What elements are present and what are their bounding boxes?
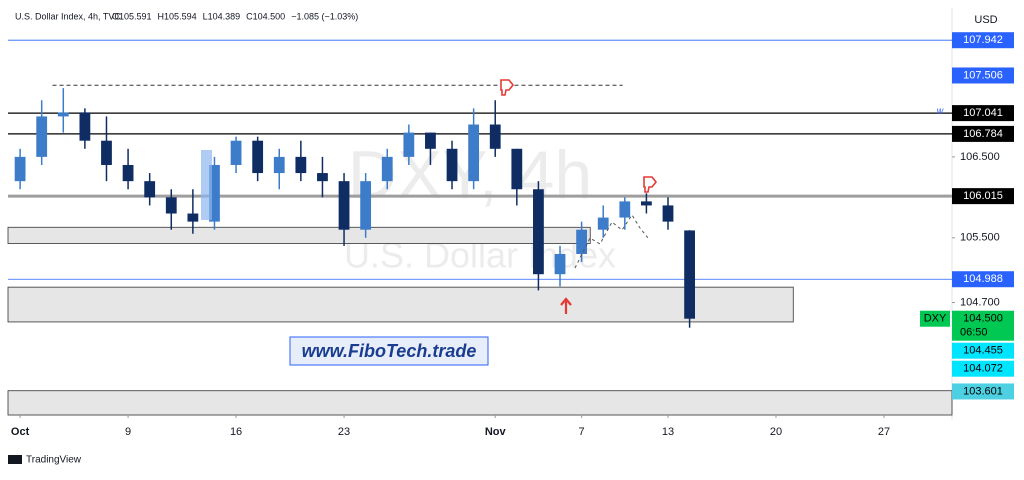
header-stats: O105.591 H105.594 L104.389 C104.500 −1.085 (… bbox=[112, 11, 358, 21]
y-tick-label: 105.500 bbox=[960, 232, 1000, 244]
candle-body bbox=[252, 140, 264, 174]
candle-body bbox=[489, 124, 501, 149]
candle-body bbox=[403, 132, 415, 157]
price-label-box bbox=[952, 360, 1014, 377]
logo-mark bbox=[8, 455, 22, 464]
symbol-tag: DXY bbox=[924, 313, 947, 325]
price-label: 104.455 bbox=[963, 345, 1003, 357]
candle-body bbox=[230, 140, 242, 165]
price-label-box bbox=[952, 67, 1014, 84]
x-tick-label: 9 bbox=[125, 426, 131, 438]
x-tick-label: 20 bbox=[770, 426, 782, 438]
banner: www.FiboTech.trade bbox=[302, 341, 477, 361]
candle-body bbox=[57, 112, 69, 117]
candle-body bbox=[36, 116, 48, 157]
line-marker: w bbox=[937, 105, 944, 115]
x-tick-label: 7 bbox=[579, 426, 585, 438]
sell-hand-icon bbox=[643, 176, 658, 193]
countdown: 06:50 bbox=[960, 327, 988, 339]
candle-body bbox=[144, 181, 156, 198]
price-label-box bbox=[952, 271, 1014, 288]
price-label: 106.015 bbox=[963, 190, 1003, 202]
x-tick-label: 16 bbox=[230, 426, 242, 438]
header-stat: L104.389 bbox=[203, 11, 241, 21]
price-label: 104.500 bbox=[963, 313, 1003, 325]
candle-body bbox=[165, 197, 177, 214]
candle-body bbox=[597, 217, 609, 230]
header-name: U.S. Dollar Index, 4h, TVC bbox=[15, 11, 121, 21]
brand-logo bbox=[8, 455, 22, 464]
candle-body bbox=[295, 156, 307, 174]
candle-body bbox=[468, 124, 480, 182]
currency-box bbox=[952, 8, 1024, 32]
price-label: 107.041 bbox=[963, 107, 1003, 119]
price-label: 104.072 bbox=[963, 363, 1003, 375]
candle-body bbox=[641, 201, 652, 206]
x-tick-label: Nov bbox=[485, 426, 507, 438]
candle-body bbox=[273, 156, 285, 174]
y-tick-label: 104.700 bbox=[960, 296, 1000, 308]
candle-body bbox=[360, 181, 372, 230]
candle-body bbox=[533, 189, 544, 275]
header-stat: −1.085 (−1.03%) bbox=[291, 11, 358, 21]
x-tick-label: Oct bbox=[11, 426, 30, 438]
sell-hand-icon bbox=[500, 79, 515, 96]
candle-body bbox=[209, 164, 220, 222]
zone bbox=[7, 390, 953, 416]
x-tick-label: 27 bbox=[878, 426, 890, 438]
candle-body bbox=[122, 164, 134, 182]
candle-body bbox=[317, 173, 328, 182]
zone bbox=[7, 226, 591, 244]
symbol-tag-box bbox=[920, 310, 950, 327]
price-label: 106.784 bbox=[963, 128, 1003, 140]
candle-body bbox=[14, 156, 26, 182]
price-label-box bbox=[952, 342, 1014, 359]
candle-body bbox=[381, 156, 393, 182]
candle-body bbox=[619, 201, 631, 218]
candle-body bbox=[425, 132, 436, 149]
price-label: 107.942 bbox=[963, 34, 1003, 46]
x-tick-label: 13 bbox=[662, 426, 674, 438]
price-label-box bbox=[952, 188, 1014, 205]
candle-body bbox=[684, 230, 695, 319]
plot-area bbox=[7, 39, 953, 416]
price-label-box bbox=[952, 105, 1014, 122]
currency: USD bbox=[974, 14, 997, 26]
highlight-box bbox=[201, 150, 212, 220]
price-label-box bbox=[952, 32, 1014, 49]
candle-body bbox=[576, 229, 588, 254]
x-tick-label: 23 bbox=[338, 426, 350, 438]
y-tick-label: 106.500 bbox=[960, 151, 1000, 163]
banner-box bbox=[289, 336, 489, 366]
candle-body bbox=[187, 213, 199, 222]
price-label: 107.506 bbox=[963, 69, 1003, 81]
price-label-box bbox=[952, 125, 1014, 142]
candle-body bbox=[554, 253, 566, 275]
candle-body bbox=[662, 205, 674, 222]
price-label: 103.601 bbox=[963, 385, 1003, 397]
buy-arrow bbox=[560, 297, 572, 314]
candle-body bbox=[446, 148, 458, 182]
header-stat: H105.594 bbox=[158, 11, 197, 21]
candle-body bbox=[79, 112, 91, 141]
price-label-box bbox=[952, 383, 1014, 400]
zone bbox=[7, 286, 794, 323]
price-label-box bbox=[952, 310, 1014, 341]
candle-body bbox=[511, 148, 523, 190]
price-label: 104.988 bbox=[963, 273, 1003, 285]
candle-body bbox=[101, 140, 112, 165]
header-stat: O105.591 bbox=[112, 11, 152, 21]
brand: TradingView bbox=[26, 455, 82, 466]
candle-body bbox=[338, 181, 350, 230]
header-stat: C104.500 bbox=[246, 11, 285, 21]
